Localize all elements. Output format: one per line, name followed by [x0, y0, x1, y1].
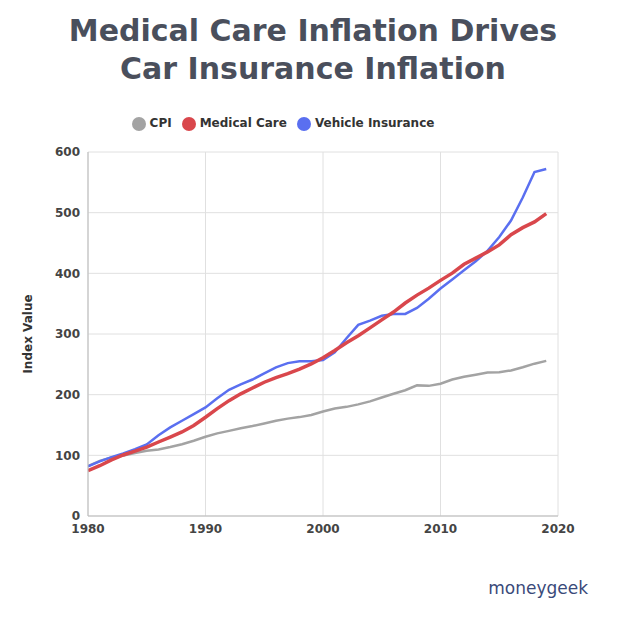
html-text:moneygeek: moneygeek — [488, 578, 588, 598]
html-text:Vehicle Insurance: Vehicle Insurance — [314, 116, 435, 130]
svg-text:200: 200 — [55, 388, 80, 402]
svg-text:600: 600 — [55, 145, 80, 159]
svg-text:100: 100 — [55, 449, 80, 463]
svg-text:2010: 2010 — [424, 522, 457, 536]
svg-text:300: 300 — [55, 327, 80, 341]
svg-text:1980: 1980 — [71, 522, 104, 536]
svg-text:400: 400 — [55, 267, 80, 281]
svg-text:2000: 2000 — [306, 522, 339, 536]
svg-text:Index Value: Index Value — [21, 294, 35, 373]
svg-text:2020: 2020 — [541, 522, 574, 536]
svg-text:0: 0 — [72, 509, 80, 523]
html-text:CPI: CPI — [149, 116, 172, 130]
svg-text:500: 500 — [55, 206, 80, 220]
html-text:Medical Care Inflation Drives: Medical Care Inflation Drives Car Insura… — [68, 13, 558, 86]
html-text:Medical Care: Medical Care — [199, 116, 287, 130]
svg-text:1990: 1990 — [189, 522, 222, 536]
